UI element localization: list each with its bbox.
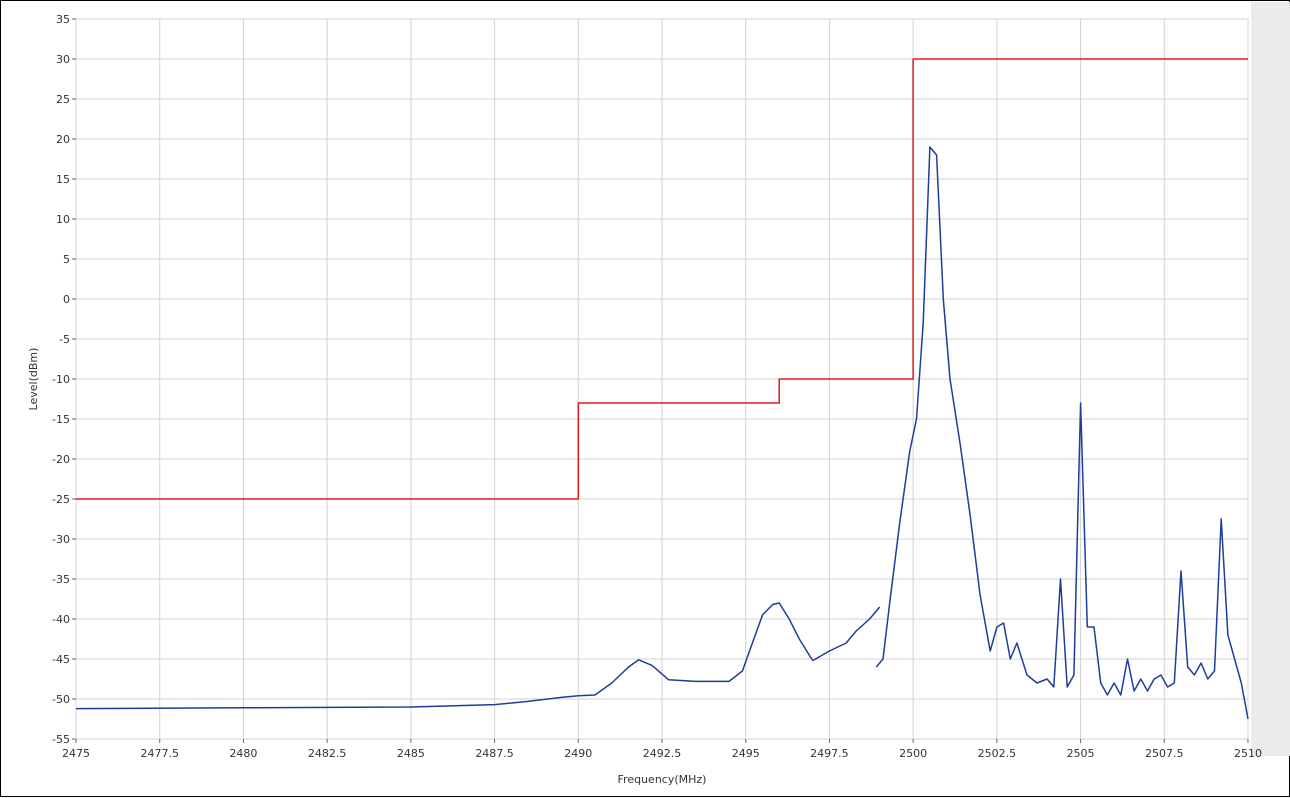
y-tick-label: 30 — [56, 53, 70, 66]
y-tick-label: -10 — [52, 373, 70, 386]
y-tick-label: 15 — [56, 173, 70, 186]
y-tick-label: -15 — [52, 413, 70, 426]
y-tick-label: -30 — [52, 533, 70, 546]
y-tick-label: 10 — [56, 213, 70, 226]
y-tick-label: -55 — [52, 733, 70, 746]
y-tick-label: 0 — [63, 293, 70, 306]
series-group — [75, 58, 1249, 720]
spectrum-trace-line — [75, 602, 814, 710]
y-tick-label: -50 — [52, 693, 70, 706]
y-axis-title: Level(dBm) — [27, 348, 40, 411]
x-tick-label: 2477.5 — [140, 747, 179, 760]
x-tick-label: 2480 — [229, 747, 257, 760]
y-tick-label: -20 — [52, 453, 70, 466]
y-tick-label: 5 — [63, 253, 70, 266]
y-tick-label: 35 — [56, 13, 70, 26]
y-tick-label: -5 — [59, 333, 70, 346]
x-tick-label: 2487.5 — [475, 747, 514, 760]
x-tick-label: 2507.5 — [1145, 747, 1184, 760]
y-tick-label: -35 — [52, 573, 70, 586]
x-tick-label: 2497.5 — [810, 747, 849, 760]
y-tick-label: -40 — [52, 613, 70, 626]
x-tick-label: 2475 — [62, 747, 90, 760]
x-tick-label: 2495 — [732, 747, 760, 760]
x-tick-label: 2492.5 — [643, 747, 682, 760]
x-tick-label: 2482.5 — [308, 747, 347, 760]
x-tick-label: 2510 — [1234, 747, 1262, 760]
right-margin-panel — [1251, 2, 1290, 756]
x-tick-label: 2502.5 — [978, 747, 1017, 760]
axis-ticks: 2475 2477.5 2480 2482.5 2485 2487.5 2490 2492.5… — [52, 13, 1262, 760]
y-tick-label: -45 — [52, 653, 70, 666]
spectrum-trace-line — [875, 146, 1249, 720]
y-tick-label: 20 — [56, 133, 70, 146]
x-tick-label: 2490 — [564, 747, 592, 760]
x-tick-label: 2505 — [1067, 747, 1095, 760]
spectrum-trace-line — [812, 606, 881, 662]
y-tick-label: -25 — [52, 493, 70, 506]
x-tick-label: 2500 — [899, 747, 927, 760]
x-axis-title: Frequency(MHz) — [618, 773, 707, 786]
x-tick-label: 2485 — [397, 747, 425, 760]
limit-mask-line — [76, 58, 1248, 500]
y-tick-label: 25 — [56, 93, 70, 106]
